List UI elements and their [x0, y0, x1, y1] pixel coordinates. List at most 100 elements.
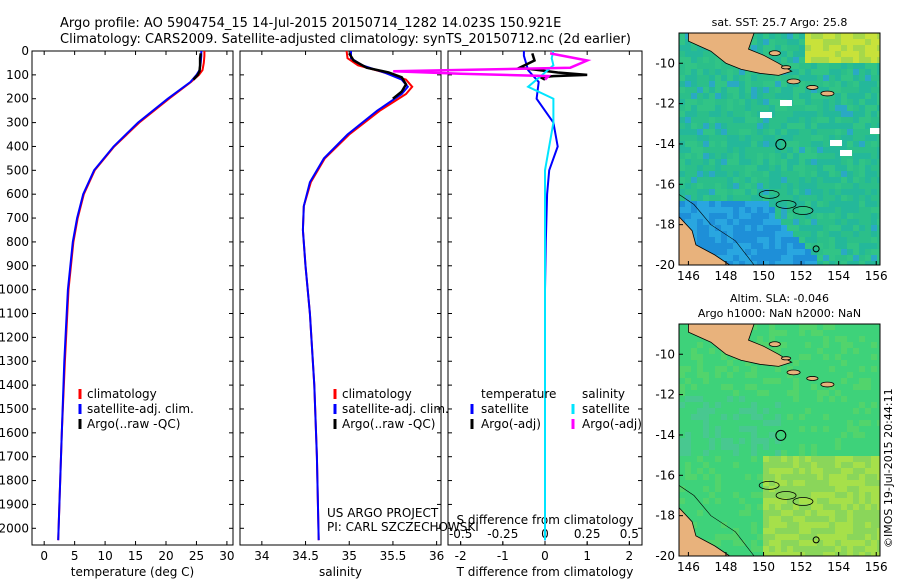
- x-tick-label: 34: [254, 549, 269, 563]
- cloud-gap: [870, 128, 880, 134]
- map-y-tick-label: -16: [655, 468, 675, 482]
- y-tick-label: 2000: [0, 521, 29, 535]
- map-frame: [678, 323, 881, 557]
- map-y-tick-label: -14: [655, 428, 675, 442]
- map-y-tick-label: -20: [655, 258, 675, 272]
- map-frame: [678, 32, 881, 266]
- map-area: [679, 33, 880, 265]
- island: [806, 376, 819, 381]
- x-axis-label: T difference from climatology: [456, 565, 634, 579]
- x-tick-label: 35.5: [380, 549, 407, 563]
- shelf-contour: [679, 194, 755, 265]
- legend-label: climatology: [342, 387, 412, 401]
- plot-frame: [239, 50, 442, 546]
- x-tick-label: 5: [71, 549, 79, 563]
- header-line2: Climatology: CARS2009. Satellite-adjuste…: [60, 32, 631, 47]
- map-x-tick-label: 150: [752, 560, 775, 574]
- series-line-s-argo: [393, 52, 592, 81]
- legend-label: satellite-adj. clim.: [342, 402, 449, 416]
- cloud-gap: [840, 150, 852, 156]
- legend-label: Argo(-adj): [481, 417, 541, 431]
- salinity-panel: 34 34.5 35 35.5 36 salinity climatologysatelli…: [239, 50, 449, 579]
- x-tick-label: -1: [497, 549, 509, 563]
- legend-label: satellite: [481, 402, 529, 416]
- y-tick-label: 1100: [0, 307, 29, 321]
- map-y-tick-label: -16: [655, 177, 675, 191]
- land-queensland: [679, 507, 731, 556]
- imos-stamp: ©IMOS 19-Jul-2015 20:44:11: [882, 388, 895, 548]
- y-tick-label: 0: [21, 44, 29, 58]
- reef-outline: [758, 480, 780, 490]
- x-tick-label: 35: [342, 549, 357, 563]
- y-tick-label: 300: [6, 116, 29, 130]
- series-line-s-satellite: [526, 50, 555, 541]
- cloud-gap: [830, 140, 842, 146]
- x-tick-label: 2: [626, 549, 634, 563]
- map-x-tick-label: 154: [827, 269, 850, 283]
- map-x-tick-label: 146: [677, 560, 700, 574]
- y-tick-label: 1400: [0, 378, 29, 392]
- y-tick-label: 1900: [0, 497, 29, 511]
- y-tick-label: 500: [6, 163, 29, 177]
- island: [780, 65, 792, 70]
- legend-label: satellite: [582, 402, 630, 416]
- island: [786, 78, 801, 85]
- legend-title: salinity: [582, 387, 625, 401]
- s-tick-label: -0.5: [449, 527, 472, 541]
- map-x-tick-label: 148: [715, 269, 738, 283]
- legend-label: satellite-adj. clim.: [87, 402, 194, 416]
- sst-map-panel: 146 148 150 152 154 156 -10 -12 -14 -16 -18 -20 sat.…: [655, 16, 887, 283]
- island: [780, 356, 792, 361]
- y-tick-label: 600: [6, 187, 29, 201]
- cloud-gap: [780, 100, 792, 106]
- x-axis-label: salinity: [319, 565, 362, 579]
- y-tick-label: 1500: [0, 402, 29, 416]
- map-x-tick-label: 156: [865, 560, 888, 574]
- site-marker: [812, 245, 820, 253]
- legend-title: temperature: [481, 387, 556, 401]
- x-tick-label: -2: [455, 549, 467, 563]
- map-x-tick-label: 148: [715, 560, 738, 574]
- map-y-tick-label: -14: [655, 137, 675, 151]
- map-y-tick-label: -18: [655, 509, 675, 523]
- y-tick-label: 1800: [0, 474, 29, 488]
- s-tick-label: 0.25: [574, 527, 601, 541]
- map-area: [679, 324, 880, 556]
- series-line-argo: [348, 52, 408, 100]
- x-tick-label: 20: [158, 549, 173, 563]
- island: [768, 50, 781, 56]
- header-line1: Argo profile: AO 5904754_15 14-Jul-2015 …: [60, 16, 561, 31]
- y-tick-label: 1600: [0, 426, 29, 440]
- x-tick-label: 0: [541, 549, 549, 563]
- map-x-tick-label: 150: [752, 269, 775, 283]
- y-tick-label: 1300: [0, 354, 29, 368]
- series-line-argo: [192, 53, 202, 81]
- pi-label: PI: CARL SZCZECHOWSKI: [327, 520, 479, 534]
- x-axis-label: temperature (deg C): [71, 565, 194, 579]
- map-y-tick-label: -10: [655, 347, 675, 361]
- argo-position-marker: [775, 429, 787, 441]
- reef-outline: [775, 491, 797, 500]
- land-new-guinea: [688, 324, 793, 367]
- y-tick-label: 400: [6, 139, 29, 153]
- y-tick-label: 800: [6, 235, 29, 249]
- map-title: Altim. SLA: -0.046: [730, 292, 829, 305]
- reef-outline: [775, 200, 797, 209]
- map-title: sat. SST: 25.7 Argo: 25.8: [712, 16, 848, 29]
- x-tick-label: 25: [189, 549, 204, 563]
- legend-label: Argo(-adj): [582, 417, 642, 431]
- difference-panel: -2 -1 0 1 2-0.5 -0.25 0 0.25 0.5S difference fro…: [393, 50, 643, 579]
- y-tick-label: 700: [6, 211, 29, 225]
- x-tick-label: 10: [97, 549, 112, 563]
- map-subtitle: Argo h1000: NaN h2000: NaN: [698, 307, 861, 320]
- island: [806, 85, 819, 90]
- y-tick-label: 200: [6, 92, 29, 106]
- temperature-panel: 0 5 10 15 20 25 300100200300400500600700800900…: [0, 44, 235, 579]
- site-marker: [812, 536, 820, 544]
- reef-outline: [758, 189, 780, 199]
- island: [820, 90, 835, 97]
- map-y-tick-label: -20: [655, 549, 675, 563]
- map-x-tick-label: 152: [790, 269, 813, 283]
- map-x-tick-label: 154: [827, 560, 850, 574]
